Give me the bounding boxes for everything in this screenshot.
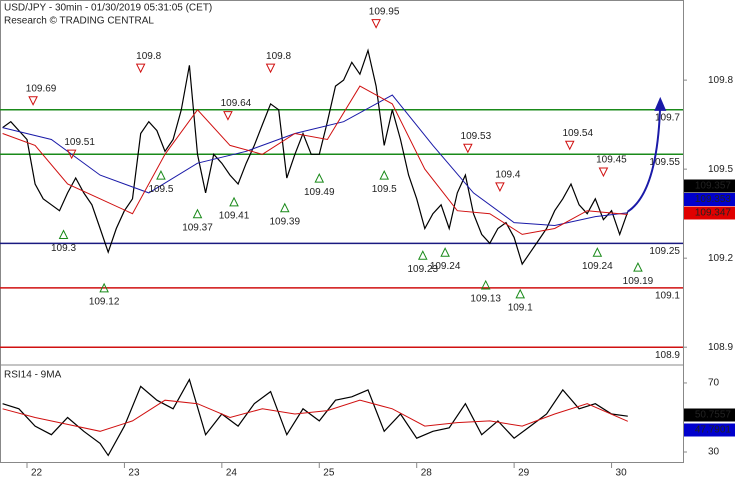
resistance-marker [564, 140, 575, 151]
marker-label: 109.51 [64, 137, 95, 148]
resistance-marker [495, 182, 505, 192]
x-tick-label: 23 [128, 468, 140, 479]
marker-label: 109.12 [89, 297, 120, 308]
resistance-marker [223, 111, 233, 121]
marker-label: 109.5 [372, 184, 397, 195]
support-marker [417, 250, 428, 260]
x-tick-label: 30 [616, 468, 628, 479]
marker-label: 109.37 [182, 222, 213, 233]
support-marker [314, 172, 325, 183]
value-box [684, 206, 735, 220]
support-marker [58, 229, 69, 239]
value-box [684, 179, 735, 193]
support-marker [279, 202, 290, 213]
marker-label: 109.24 [430, 261, 461, 272]
marker-label: 109.49 [304, 187, 335, 198]
level-label: 108.9 [655, 350, 680, 361]
arrow-head [654, 96, 667, 111]
rsi-title: RSI14 - 9MA [4, 370, 62, 381]
value-box [684, 408, 735, 422]
value-box-label: 109.353 [695, 194, 732, 205]
marker-label: 109.53 [461, 131, 492, 142]
marker-label: 109.39 [269, 216, 300, 227]
marker-label: 109.8 [136, 51, 161, 62]
support-marker [592, 247, 603, 257]
value-box-label: 47.7901 [695, 425, 732, 436]
x-tick-label: 28 [421, 468, 433, 479]
support-marker [515, 288, 526, 299]
value-box [684, 423, 735, 437]
x-tick-label: 24 [226, 468, 238, 479]
level-label: 109.7 [655, 112, 680, 123]
value-box [684, 193, 735, 206]
support-marker [229, 196, 239, 207]
marker-label: 109.69 [26, 83, 57, 94]
series-line [2, 377, 628, 457]
marker-label: 109.3 [51, 243, 76, 254]
projection-arrow [627, 100, 662, 213]
marker-label: 109.13 [470, 294, 501, 305]
resistance-marker [28, 96, 38, 106]
plot-frame [0, 0, 684, 463]
series-line [2, 85, 628, 235]
value-box-label: 50.7557 [695, 410, 732, 421]
marker-label: 109.5 [148, 184, 173, 195]
level-label: 109.1 [655, 290, 680, 301]
value-box-label: 109.357 [695, 181, 732, 192]
resistance-marker [371, 19, 381, 29]
price-panel: 109.8 109.5 109.2 108.9 109.7 109.55 109.25 109… [0, 6, 735, 361]
marker-label: 109.45 [596, 155, 627, 166]
y-tick-label: 30 [708, 447, 720, 458]
y-tick-label: 109.5 [708, 164, 733, 175]
support-marker [440, 247, 450, 257]
y-tick-label: 109.8 [708, 75, 733, 86]
resistance-marker [66, 149, 77, 160]
marker-label: 109.41 [219, 210, 250, 221]
y-tick-label: 109.2 [708, 253, 733, 264]
support-marker [480, 279, 491, 290]
resistance-marker [265, 63, 276, 74]
marker-label: 109.24 [582, 261, 613, 272]
marker-label: 109.23 [407, 264, 438, 275]
level-label: 109.25 [649, 246, 680, 257]
marker-label: 109.95 [369, 6, 400, 17]
value-box-label: 109.347 [695, 208, 732, 219]
rsi-panel: 70 30 50.7557 47.7901 [2, 377, 735, 458]
chart-source: Research © TRADING CENTRAL [4, 16, 154, 27]
marker-label: 109.4 [495, 169, 520, 180]
chart-title: USD/JPY - 30min - 01/30/2019 05:31:05 (C… [4, 3, 212, 14]
x-tick-label: 22 [31, 468, 43, 479]
y-tick-label: 70 [708, 378, 720, 389]
series-line [2, 94, 628, 227]
resistance-marker [135, 63, 146, 74]
marker-label: 109.19 [623, 276, 654, 287]
y-tick-label: 108.9 [708, 342, 733, 353]
support-marker [633, 262, 643, 272]
series-line [2, 48, 629, 266]
level-label: 109.55 [649, 157, 680, 168]
support-marker [156, 170, 166, 180]
marker-label: 109.8 [266, 51, 291, 62]
marker-label: 109.54 [562, 128, 593, 139]
support-marker [379, 170, 390, 180]
series-line [2, 399, 628, 432]
resistance-marker [463, 143, 473, 154]
support-marker [99, 282, 109, 293]
support-marker [192, 208, 203, 219]
resistance-marker [598, 167, 609, 178]
marker-label: 109.64 [221, 98, 252, 109]
x-tick-label: 29 [518, 468, 530, 479]
x-tick-label: 25 [323, 468, 335, 479]
marker-label: 109.1 [508, 302, 533, 313]
